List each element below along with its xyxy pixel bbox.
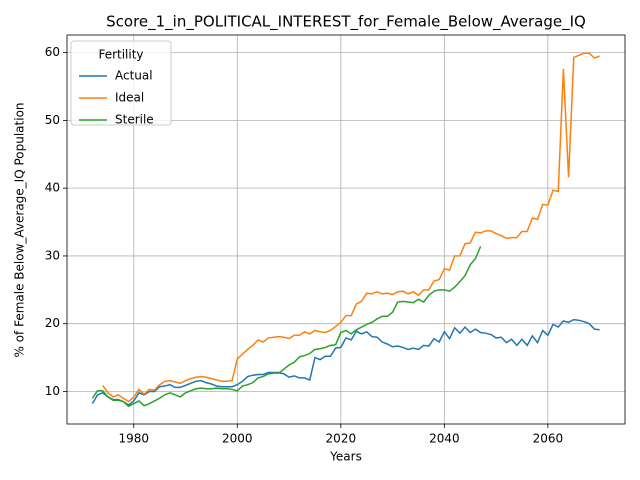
- x-axis-label: Years: [329, 450, 362, 464]
- data-line: [91, 318, 600, 406]
- data-line: [102, 52, 600, 403]
- plot-frame: [66, 34, 626, 425]
- y-tick-label: 60: [45, 45, 60, 59]
- x-tick-label: 2020: [326, 432, 357, 446]
- y-axis-label: % of Female Below_Average_IQ Population: [13, 102, 27, 357]
- y-tick-label: 30: [45, 248, 60, 262]
- legend-label: Actual: [115, 69, 153, 83]
- legend-label: Sterile: [115, 113, 154, 127]
- chart-title: Score_1_in_POLITICAL_INTEREST_for_Female…: [106, 13, 586, 32]
- x-tick-label: 2060: [533, 432, 564, 446]
- legend-label: Ideal: [115, 91, 144, 105]
- y-tick-label: 10: [45, 384, 60, 398]
- y-tick-label: 20: [45, 316, 60, 330]
- legend-box: [70, 40, 172, 126]
- legend: Fertility Actual Ideal Sterile: [70, 40, 172, 127]
- x-tick-label: 1980: [119, 432, 150, 446]
- y-tick-label: 50: [45, 113, 60, 127]
- x-tick-label: 2000: [222, 432, 253, 446]
- x-tick-label: 2040: [429, 432, 460, 446]
- data-line: [91, 246, 482, 408]
- y-tick-label: 40: [45, 181, 60, 195]
- legend-title: Fertility: [98, 48, 143, 62]
